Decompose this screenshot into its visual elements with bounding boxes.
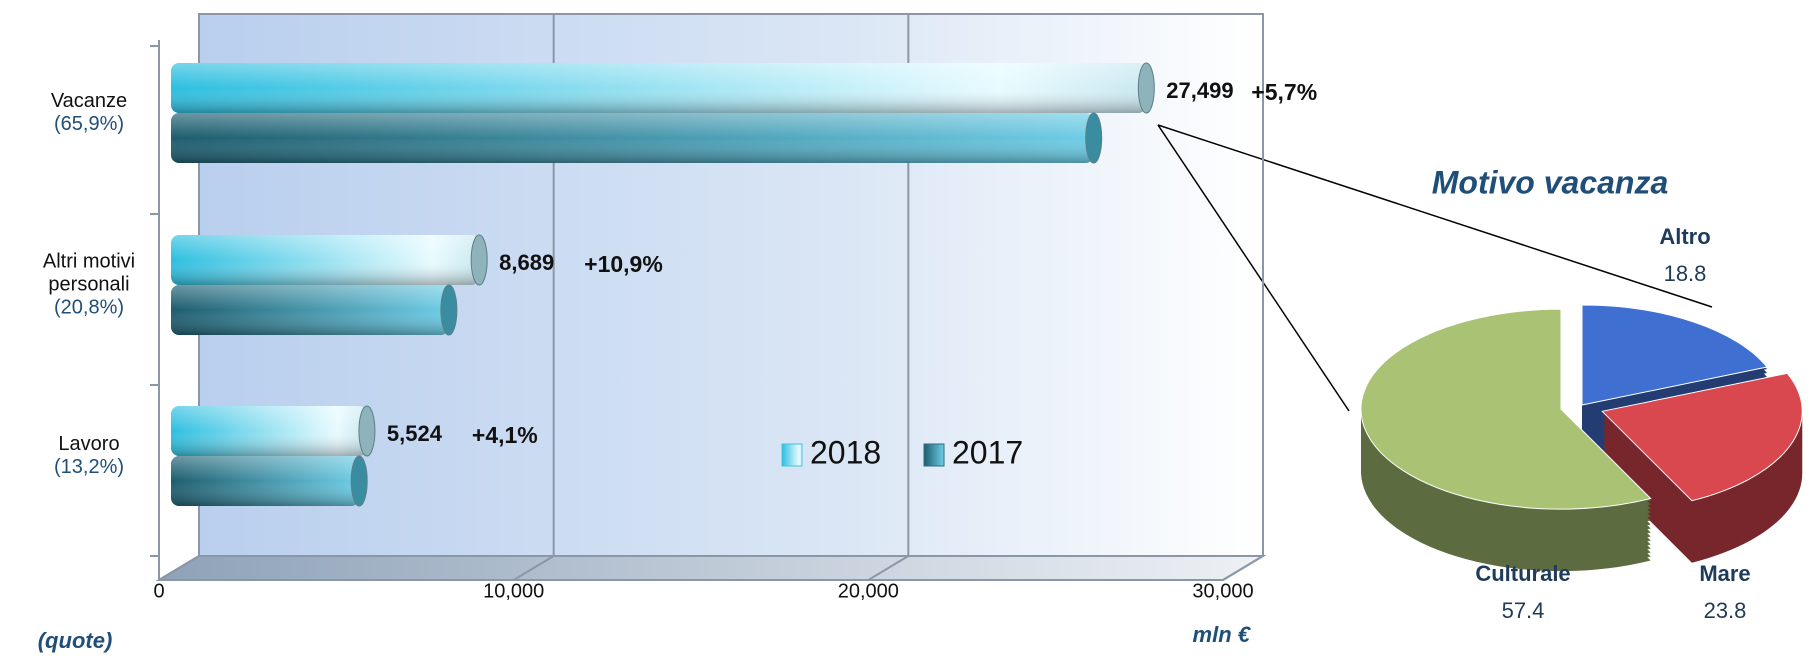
slice-top [1601,372,1803,502]
value-label: 27,499 [1166,78,1233,103]
category-label: Vacanze (65,9%) [24,90,154,136]
pie-label: Altro [1659,224,1710,249]
bar-shade [171,406,367,456]
pie-title: Motivo vacanza [1432,164,1669,200]
category-name: Altri motivi personali [42,250,136,296]
bar-shade [171,63,1147,113]
legend-swatch [923,443,945,467]
bar-cap [1085,112,1103,164]
tick-mark [1222,555,1264,581]
category-label: Altri motivi personali (20,8%) [24,251,154,320]
pie-slice [1601,372,1803,563]
value-label: 5,524 [387,421,443,446]
bar-shade [171,113,1094,163]
value-label: 8,689 [499,250,554,275]
bar [171,62,1155,114]
bar [171,405,376,457]
slice-top [1360,308,1652,510]
growth-label: +10,9% [584,251,663,277]
category-name: Vacanze [50,90,128,112]
connector [1157,124,1713,308]
category-share: (65,9%) [53,113,125,135]
pie-label: Culturale [1475,561,1570,586]
bar-cap [350,455,368,507]
bar [171,284,458,336]
slice-top [1581,304,1768,406]
category-name: Lavoro [58,433,120,455]
legend-label: 2018 [810,434,881,470]
x-tick-label: 0 [153,580,164,602]
tick-mark [158,555,200,581]
pie-label: Mare [1699,561,1750,586]
bar [171,455,368,507]
note: (quote) [38,628,113,653]
bar-cap [358,405,376,457]
legend-label: 2017 [952,434,1023,470]
growth-label: +4,1% [472,422,538,448]
x-tick-label: 10,000 [483,580,544,602]
bar-cap [470,234,488,286]
connector [1157,124,1350,412]
pie-value: 18.8 [1664,261,1707,286]
bar-shade [171,456,360,506]
x-axis-label: mln € [1193,622,1252,647]
tick-mark [513,555,555,581]
bar [171,234,488,286]
legend-swatch [781,443,803,467]
tick-mark [867,555,909,581]
pie-slice [1360,308,1652,572]
floor [155,555,1267,581]
bar-shade [171,235,480,285]
bar-cap [440,284,458,336]
bar [171,112,1103,164]
bar-cap [1137,62,1155,114]
category-share: (13,2%) [53,456,125,478]
growth-label: +5,7% [1251,79,1317,105]
pie-value: 23.8 [1704,598,1747,623]
pie-value: 57.4 [1502,598,1545,623]
x-tick-label: 20,000 [838,580,899,602]
category-share: (20,8%) [53,296,125,319]
x-tick-label: 30,000 [1192,580,1253,602]
category-label: Lavoro (13,2%) [24,433,154,479]
bar-shade [171,285,449,335]
